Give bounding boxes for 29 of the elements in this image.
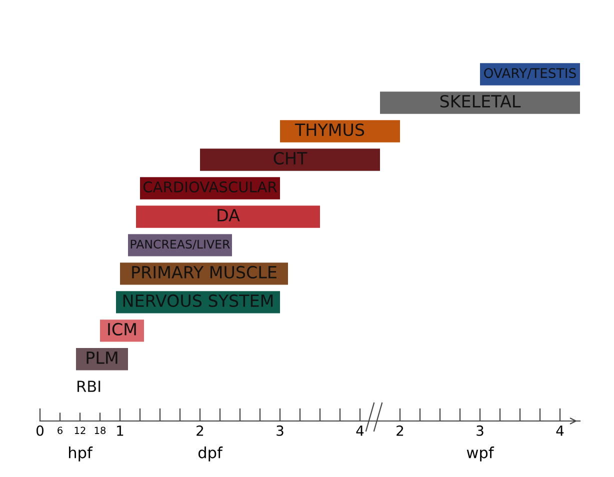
x-axis-title: wpf: [466, 446, 494, 462]
x2-tick-label: 18: [94, 426, 106, 434]
bar: [200, 148, 380, 171]
x-axis-title: dpf: [198, 446, 223, 462]
category-label: THYMUS: [294, 123, 364, 136]
category-label: PANCREAS/LIVER: [130, 240, 230, 250]
bar: [76, 348, 128, 370]
x-tick-label: 2: [396, 425, 404, 436]
category-label: CHT: [274, 152, 308, 165]
category-label: RBI: [78, 380, 100, 392]
x-tick-label: 0: [36, 425, 44, 436]
x2-tick-label: 12: [74, 426, 86, 434]
y-tick-label: SKELETAL: [440, 94, 521, 108]
x-tick-label: 3: [476, 425, 484, 436]
category-label: PLM: [86, 352, 118, 364]
category-label: PRIMARY MUSCLE: [132, 266, 276, 279]
x-tick-label: 2: [196, 425, 204, 436]
bar: [136, 206, 320, 228]
x2-tick-label: 6: [58, 426, 62, 434]
x2-axis-title: hpf: [69, 446, 93, 462]
x-tick-label: 4: [356, 426, 364, 436]
x-tick-label: 1: [117, 426, 124, 436]
y-tick-label: OVARY/TESTIS: [484, 68, 576, 80]
category-label: CARDIOVASCULAR: [143, 181, 277, 192]
category-label: NERVOUS SYSTEM: [123, 294, 273, 308]
category-label: ICM: [108, 322, 136, 336]
x-tick-label: 3: [276, 425, 284, 436]
x-tick-label: 4: [556, 426, 564, 436]
category-label: DA: [218, 209, 240, 222]
